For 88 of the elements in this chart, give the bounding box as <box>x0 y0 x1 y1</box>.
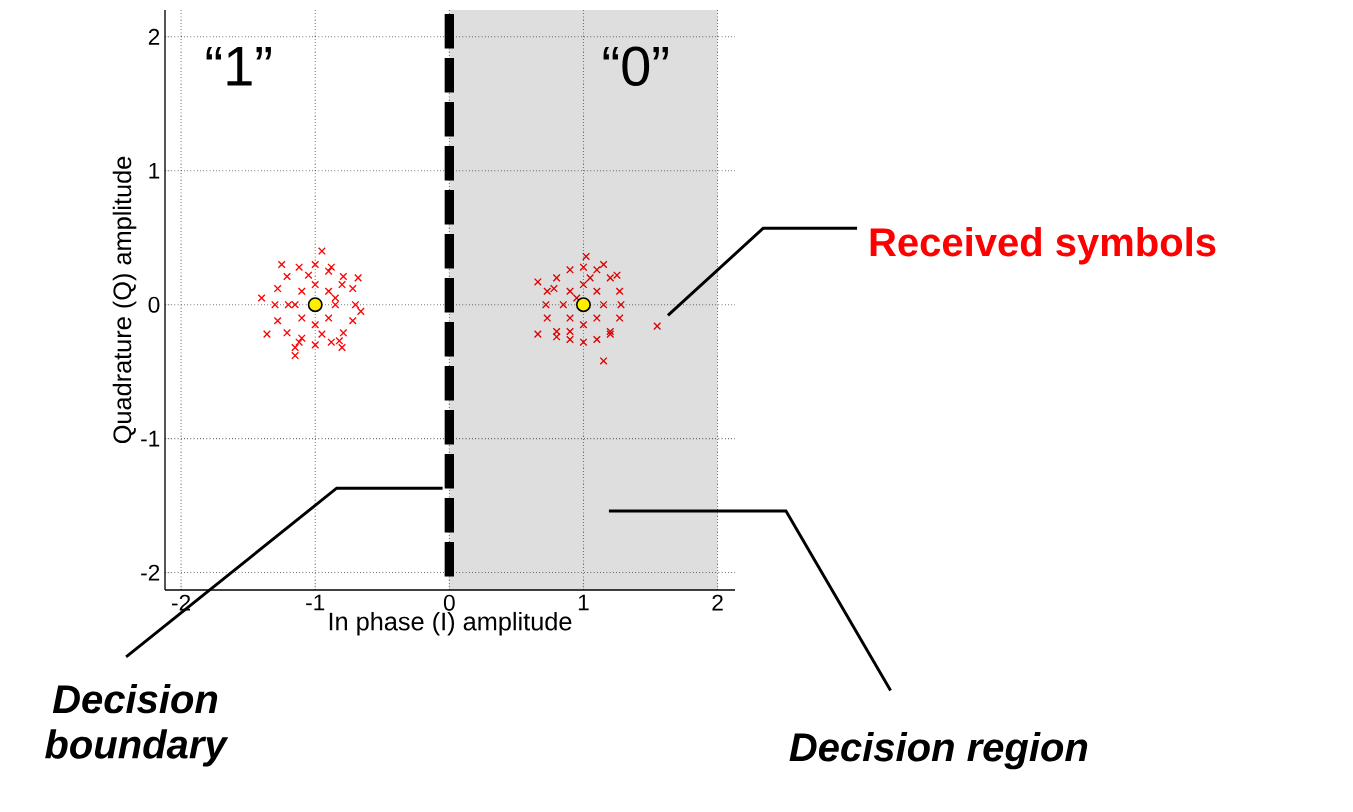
y-tick-label: 0 <box>148 296 160 313</box>
point <box>311 260 320 269</box>
point <box>592 335 601 344</box>
point <box>297 287 306 296</box>
point <box>566 335 575 344</box>
point <box>311 320 320 329</box>
point <box>566 265 575 274</box>
point <box>592 265 601 274</box>
point <box>572 294 581 302</box>
annotation: “0” <box>603 46 668 87</box>
point <box>297 334 306 343</box>
point <box>291 343 300 352</box>
point <box>327 263 336 272</box>
point <box>615 287 624 296</box>
point <box>257 294 266 302</box>
point <box>586 273 595 282</box>
point <box>348 316 357 325</box>
point <box>324 287 333 296</box>
point <box>599 356 608 365</box>
point <box>582 252 591 261</box>
point <box>295 263 304 272</box>
point <box>273 284 282 293</box>
y-tick-label: -1 <box>141 430 160 447</box>
point <box>339 328 348 337</box>
point <box>283 272 292 281</box>
point <box>606 330 615 339</box>
x-tick-label: 0 <box>443 594 455 611</box>
point <box>599 260 608 269</box>
point <box>606 327 615 336</box>
point <box>304 271 313 280</box>
y-tick-label: -2 <box>141 564 160 581</box>
text: Received symbols <box>870 227 1216 265</box>
point <box>615 314 624 323</box>
point <box>351 300 360 309</box>
point <box>273 316 282 325</box>
point <box>592 287 601 296</box>
point <box>348 284 357 293</box>
point <box>354 273 363 282</box>
annotation: “1” <box>206 46 271 86</box>
point <box>552 332 561 341</box>
point <box>324 267 333 276</box>
point <box>311 280 320 289</box>
x-axis-title: In phase (I) amplitude <box>329 611 572 636</box>
point <box>543 314 552 323</box>
point <box>617 300 625 309</box>
point <box>533 330 542 339</box>
point <box>579 338 588 347</box>
point <box>552 273 561 282</box>
point <box>297 314 306 323</box>
point <box>277 260 286 269</box>
point <box>599 300 608 309</box>
point <box>559 300 568 309</box>
point <box>552 327 561 336</box>
point <box>592 314 601 323</box>
ref-line-label: Decision boundary <box>45 683 229 767</box>
point <box>283 328 292 337</box>
band-label: Decision region <box>789 732 1088 770</box>
point <box>331 294 340 302</box>
point <box>579 280 588 289</box>
point <box>338 343 347 352</box>
point <box>324 314 333 323</box>
y-axis-title: Quadrature (Q) amplitude <box>112 156 137 444</box>
point <box>541 300 550 309</box>
point <box>579 263 588 272</box>
point <box>307 297 323 313</box>
x-tick-label: -1 <box>306 594 325 611</box>
point <box>291 351 300 360</box>
x-tick-label: 1 <box>578 594 589 611</box>
point <box>317 330 326 339</box>
point <box>533 277 542 286</box>
point <box>317 247 326 256</box>
x-tick-label: 2 <box>712 594 723 611</box>
point <box>339 272 348 281</box>
point <box>579 320 588 329</box>
point <box>262 330 271 339</box>
point <box>566 287 575 296</box>
point <box>311 340 320 349</box>
y-tick-label: 2 <box>148 28 160 45</box>
y-tick-label: 1 <box>149 162 160 179</box>
point <box>566 327 575 336</box>
point <box>295 338 304 347</box>
point <box>575 297 591 313</box>
point <box>566 314 575 323</box>
point <box>653 322 662 331</box>
point <box>331 300 340 309</box>
point <box>271 300 279 309</box>
point <box>356 307 365 316</box>
point <box>338 280 347 289</box>
